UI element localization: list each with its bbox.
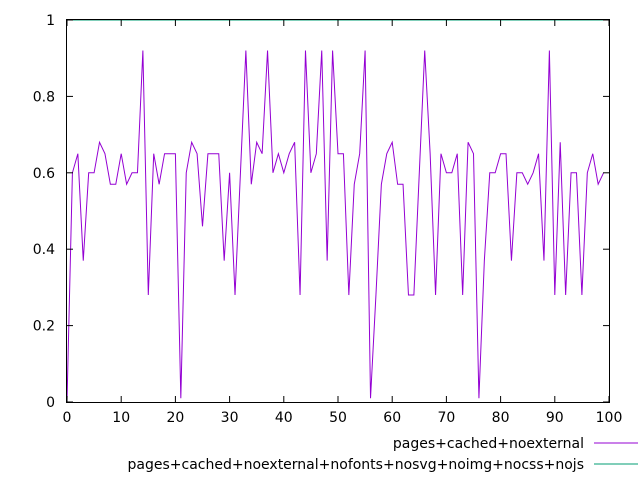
y-tick-label: 0.2 — [33, 319, 55, 335]
y-tick-label: 0 — [46, 395, 55, 411]
series-line-1 — [66, 50, 605, 403]
x-tick-label: 40 — [275, 410, 293, 426]
x-tick-label: 100 — [596, 410, 623, 426]
y-tick-label: 0.6 — [33, 166, 55, 182]
y-tick-label: 0.4 — [33, 242, 55, 258]
x-tick-label: 60 — [383, 410, 401, 426]
axis-ticks — [66, 19, 610, 403]
x-tick-label: 10 — [112, 410, 130, 426]
x-tick-label: 80 — [492, 410, 510, 426]
x-tick-label: 30 — [221, 410, 239, 426]
series-lines — [66, 19, 609, 403]
y-tick-label: 1 — [46, 13, 55, 29]
x-tick-label: 70 — [437, 410, 455, 426]
x-tick-label: 20 — [166, 410, 184, 426]
x-tick-label: 90 — [546, 410, 564, 426]
y-tick-label: 0.8 — [33, 89, 55, 105]
plot-frame — [66, 19, 610, 403]
axis-tick-labels: 0 10 20 30 40 50 60 70 80 90 100 0 0.2 0.4 0.6 0.8 1 — [33, 13, 623, 426]
legend: pages+cached+noexternal pages+cached+noe… — [128, 436, 638, 473]
legend-label-series-2: pages+cached+noexternal+nofonts+nosvg+no… — [128, 457, 584, 473]
x-tick-label: 50 — [329, 410, 347, 426]
x-tick-label: 0 — [63, 410, 72, 426]
legend-label-series-1: pages+cached+noexternal — [393, 436, 584, 452]
